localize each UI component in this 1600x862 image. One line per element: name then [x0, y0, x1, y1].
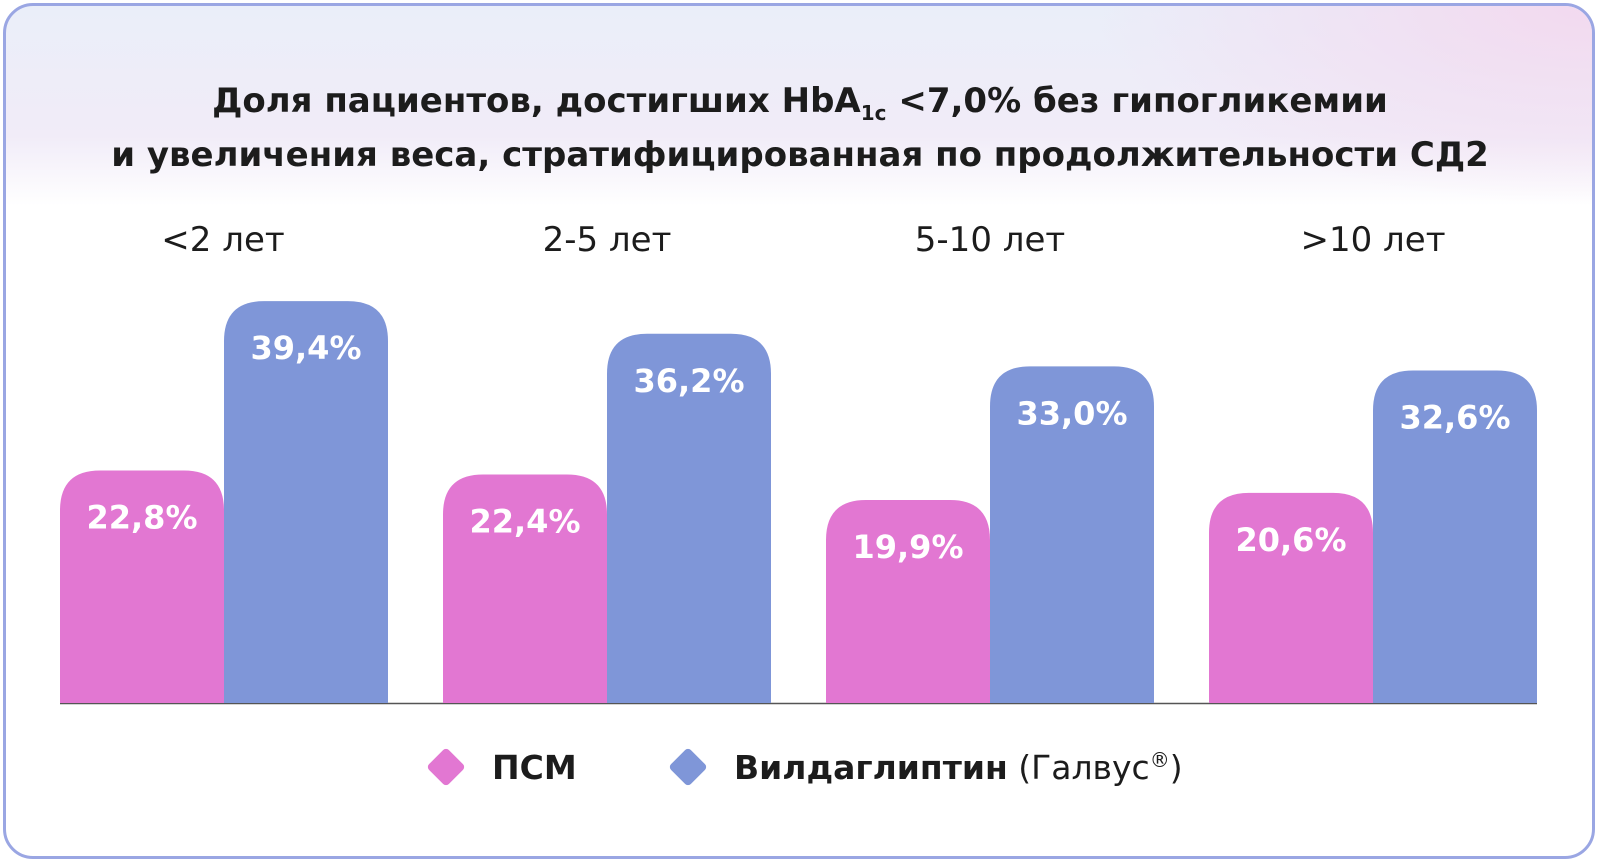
category-label-1: 2-5 лет	[542, 220, 672, 260]
bar-vildagliptin-3	[1373, 370, 1537, 703]
legend-label-vildagliptin: Вилдаглиптин (Галвус®)	[734, 747, 1183, 787]
bar-value-label-vildagliptin-0: 39,4%	[250, 329, 361, 367]
bar-vildagliptin-1	[607, 333, 771, 703]
bar-value-label-psm-1: 22,4%	[469, 503, 580, 541]
bar-value-label-vildagliptin-3: 32,6%	[1399, 398, 1510, 436]
bar-value-label-psm-2: 19,9%	[852, 528, 963, 566]
legend-item-psm: ПСМ	[426, 742, 577, 792]
bar-value-label-psm-3: 20,6%	[1235, 521, 1346, 559]
pink-diamond-icon	[426, 747, 466, 787]
category-label-2: 5-10 лет	[914, 220, 1066, 260]
title-line-1: Доля пациентов, достигших HbA1c <7,0% бе…	[212, 81, 1388, 125]
bar-value-label-vildagliptin-2: 33,0%	[1016, 394, 1127, 432]
bar-psm-2	[826, 500, 990, 703]
legend: ПСМ Вилдаглиптин (Галвус®)	[0, 742, 1600, 792]
bar-psm-1	[443, 474, 607, 703]
bar-psm-0	[60, 470, 224, 703]
legend-label-psm: ПСМ	[492, 747, 577, 787]
bar-value-label-vildagliptin-1: 36,2%	[633, 362, 744, 400]
bar-value-label-psm-0: 22,8%	[86, 498, 197, 536]
blue-diamond-icon	[668, 747, 708, 787]
category-label-0: <2 лет	[161, 220, 285, 260]
chart-title: Доля пациентов, достигших HbA1c <7,0% бе…	[0, 74, 1600, 182]
bar-vildagliptin-2	[990, 366, 1154, 703]
category-label-3: >10 лет	[1300, 220, 1446, 260]
bar-vildagliptin-0	[224, 301, 388, 703]
title-line-2: и увеличения веса, стратифицированная по…	[111, 135, 1489, 175]
legend-item-vildagliptin: Вилдаглиптин (Галвус®)	[668, 742, 1183, 792]
bar-psm-3	[1209, 492, 1373, 703]
